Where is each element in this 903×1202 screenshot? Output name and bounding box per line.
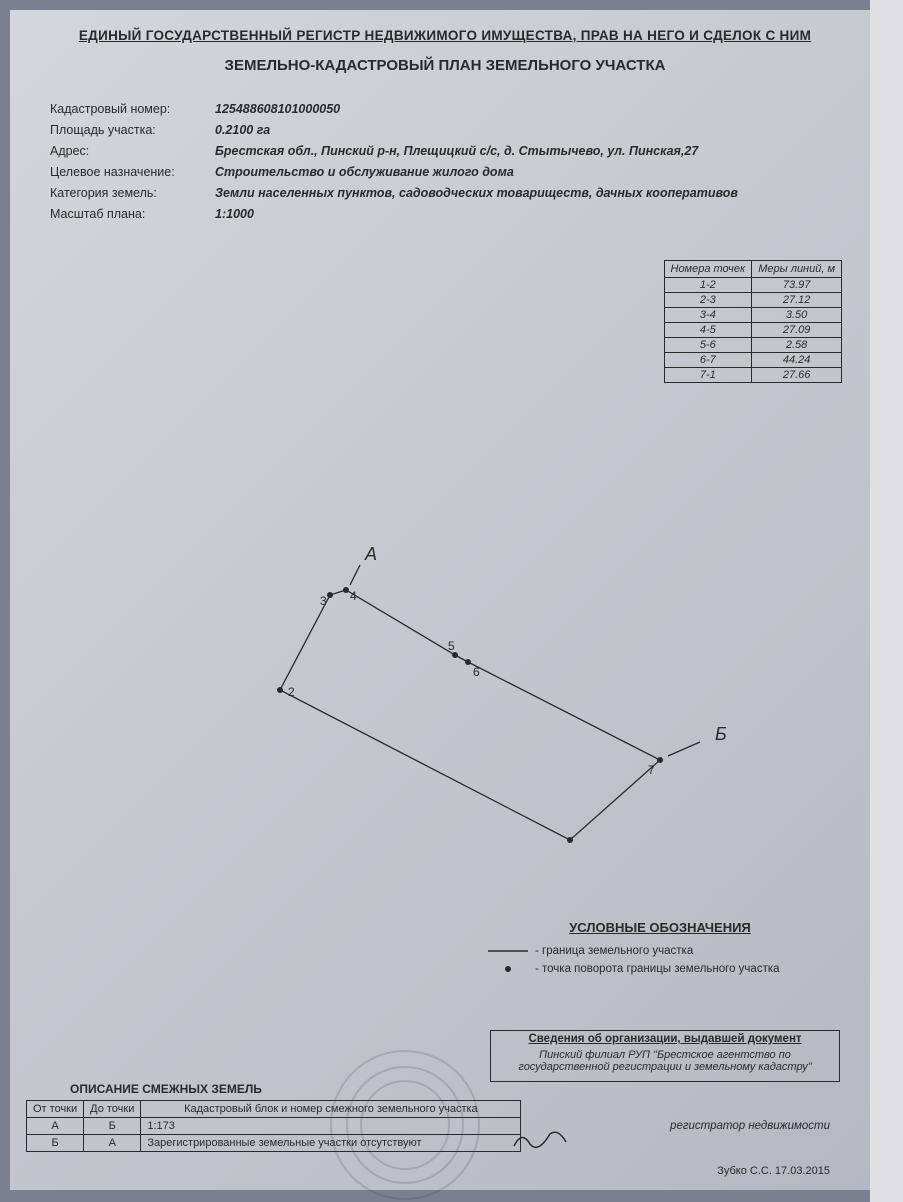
meas-seg: 4-5	[664, 323, 752, 338]
adj-col2: До точки	[84, 1101, 141, 1118]
meas-col1: Номера точек	[664, 261, 752, 278]
meas-seg: 2-3	[664, 293, 752, 308]
adj-from: Б	[27, 1135, 84, 1152]
measurements-table: Номера точек Меры линий, м 1-273.972-327…	[664, 260, 843, 383]
meas-len: 44.24	[752, 353, 842, 368]
svg-text:6: 6	[473, 665, 480, 679]
meas-len: 2.58	[752, 338, 842, 353]
info-block: Кадастровый номер:125488608101000050 Пло…	[50, 102, 840, 221]
legend-line-icon	[480, 947, 535, 955]
meas-seg: 7-1	[664, 368, 752, 383]
org-title: Сведения об организации, выдавшей докуме…	[491, 1031, 839, 1047]
registrar-label: регистратор недвижимости	[670, 1120, 830, 1132]
address-label: Адрес:	[50, 144, 215, 158]
meas-seg: 1-2	[664, 278, 752, 293]
cadastral-plan-diagram: А Б 1 2 3 4 5 6 7	[50, 400, 830, 850]
meas-len: 73.97	[752, 278, 842, 293]
meas-seg: 3-4	[664, 308, 752, 323]
legend-title: УСЛОВНЫЕ ОБОЗНАЧЕНИЯ	[480, 920, 840, 935]
legend-dot-text: - точка поворота границы земельного учас…	[535, 963, 780, 975]
meas-len: 27.66	[752, 368, 842, 383]
meas-seg: 6-7	[664, 353, 752, 368]
legend-dot-icon	[480, 964, 535, 974]
document-page: ЕДИНЫЙ ГОСУДАРСТВЕННЫЙ РЕГИСТР НЕДВИЖИМО…	[10, 10, 870, 1190]
svg-text:1: 1	[575, 849, 582, 850]
organization-box: Сведения об организации, выдавшей докуме…	[490, 1030, 840, 1082]
registry-header: ЕДИНЫЙ ГОСУДАРСТВЕННЫЙ РЕГИСТР НЕДВИЖИМО…	[50, 28, 840, 43]
org-body: Пинский филиал РУП "Брестское агентство …	[491, 1047, 839, 1075]
issuer-text: Зубко С.С. 17.03.2015	[717, 1165, 830, 1177]
svg-text:Б: Б	[715, 724, 727, 744]
official-stamp-icon	[330, 1050, 480, 1200]
document-title: ЗЕМЕЛЬНО-КАДАСТРОВЫЙ ПЛАН ЗЕМЕЛЬНОГО УЧА…	[50, 57, 840, 74]
category-value: Земли населенных пунктов, садоводческих …	[215, 186, 738, 200]
purpose-label: Целевое назначение:	[50, 165, 215, 179]
address-value: Брестская обл., Пинский р-н, Плещицкий с…	[215, 144, 698, 158]
adj-to: А	[84, 1135, 141, 1152]
legend-block: УСЛОВНЫЕ ОБОЗНАЧЕНИЯ - граница земельног…	[480, 920, 840, 981]
scale-label: Масштаб плана:	[50, 207, 215, 221]
meas-len: 27.12	[752, 293, 842, 308]
purpose-value: Строительство и обслуживание жилого дома	[215, 165, 514, 179]
meas-col2: Меры линий, м	[752, 261, 842, 278]
svg-text:4: 4	[350, 589, 357, 603]
area-label: Площадь участка:	[50, 123, 215, 137]
adj-from: А	[27, 1118, 84, 1135]
meas-seg: 5-6	[664, 338, 752, 353]
legend-line-text: - граница земельного участка	[535, 945, 693, 957]
meas-len: 3.50	[752, 308, 842, 323]
area-value: 0.2100 га	[215, 123, 270, 137]
adjacent-title: ОПИСАНИЕ СМЕЖНЫХ ЗЕМЕЛЬ	[70, 1082, 262, 1096]
svg-text:2: 2	[288, 685, 295, 699]
cadastral-label: Кадастровый номер:	[50, 102, 215, 116]
page-edge	[870, 0, 903, 1202]
svg-text:А: А	[364, 544, 377, 564]
svg-text:3: 3	[320, 594, 327, 608]
adj-to: Б	[84, 1118, 141, 1135]
svg-text:7: 7	[648, 763, 655, 777]
cadastral-value: 125488608101000050	[215, 102, 340, 116]
adj-col1: От точки	[27, 1101, 84, 1118]
meas-len: 27.09	[752, 323, 842, 338]
category-label: Категория земель:	[50, 186, 215, 200]
scale-value: 1:1000	[215, 207, 254, 221]
svg-text:5: 5	[448, 639, 455, 653]
